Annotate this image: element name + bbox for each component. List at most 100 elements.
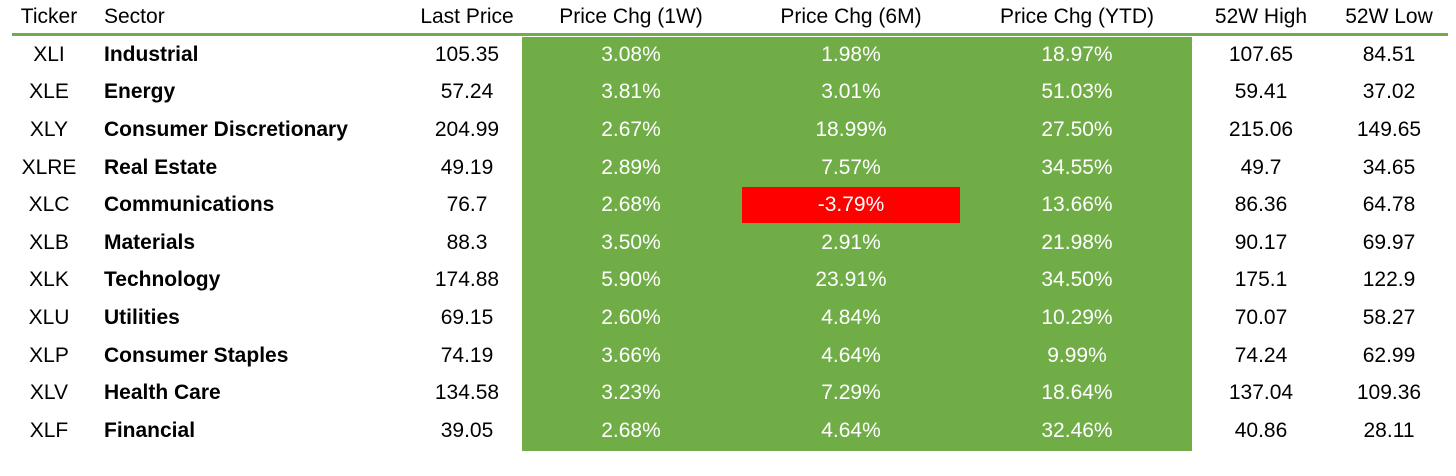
cell-price-chg-ytd: 18.64%: [1041, 381, 1113, 405]
cell-price-chg-6m: 3.01%: [821, 80, 881, 104]
cell-sector: Health Care: [104, 381, 221, 405]
cell-price-chg-1w: 5.90%: [601, 268, 661, 292]
header-price-chg-1w[interactable]: Price Chg (1W): [559, 4, 703, 28]
cell-sector: Communications: [104, 193, 275, 217]
header-52w-low[interactable]: 52W Low: [1345, 4, 1433, 28]
cell-price-chg-6m: 4.64%: [821, 418, 881, 442]
header-price-chg-6m[interactable]: Price Chg (6M): [780, 4, 922, 28]
cell-last-price: 69.15: [440, 305, 494, 329]
cell-52w-high: 175.1: [1234, 268, 1288, 292]
cell-52w-high: 90.17: [1234, 230, 1288, 254]
table-row[interactable]: XLK Technology 174.88 5.90% 23.91% 34.50% 175.…: [12, 262, 1448, 300]
cell-last-price: 49.19: [440, 155, 494, 179]
cell-sector: Utilities: [104, 305, 180, 329]
cell-sector: Energy: [104, 80, 176, 104]
cell-sector: Consumer Discretionary: [104, 117, 348, 141]
header-sector[interactable]: Sector: [104, 4, 165, 28]
cell-price-chg-ytd: 10.29%: [1041, 305, 1113, 329]
cell-sector: Technology: [104, 268, 221, 292]
cell-last-price: 174.88: [434, 268, 500, 292]
cell-last-price: 76.7: [446, 193, 488, 217]
cell-price-chg-6m: 7.57%: [821, 155, 881, 179]
positive-change-highlight: [522, 37, 1192, 451]
cell-ticker: XLU: [28, 305, 70, 329]
cell-52w-low: 64.78: [1362, 193, 1416, 217]
cell-sector: Real Estate: [104, 155, 218, 179]
cell-ticker: XLF: [29, 418, 69, 442]
table-header-row: Ticker Sector Last Price Price Chg (1W) …: [12, 0, 1448, 36]
cell-last-price: 204.99: [434, 117, 500, 141]
table-row[interactable]: XLF Financial 39.05 2.68% 4.64% 32.46% 40.86 28…: [12, 412, 1448, 450]
cell-ticker: XLB: [29, 230, 69, 254]
cell-price-chg-1w: 2.68%: [601, 418, 661, 442]
cell-52w-high: 74.24: [1234, 343, 1288, 367]
table-row[interactable]: XLB Materials 88.3 3.50% 2.91% 21.98% 90.17 69.…: [12, 224, 1448, 262]
cell-price-chg-ytd: 34.55%: [1041, 155, 1113, 179]
cell-ticker: XLI: [33, 42, 65, 66]
cell-price-chg-1w: 3.23%: [601, 381, 661, 405]
cell-last-price: 105.35: [434, 42, 500, 66]
negative-change-highlight: -3.79%: [742, 187, 960, 224]
cell-sector: Materials: [104, 230, 196, 254]
cell-price-chg-1w: 2.67%: [601, 117, 661, 141]
cell-price-chg-1w: 3.08%: [601, 42, 661, 66]
sector-performance-table: Ticker Sector Last Price Price Chg (1W) …: [12, 0, 1448, 450]
cell-price-chg-1w: 3.81%: [601, 80, 661, 104]
cell-price-chg-1w: 3.66%: [601, 343, 661, 367]
table-row[interactable]: XLU Utilities 69.15 2.60% 4.84% 10.29% 70.07 58…: [12, 299, 1448, 337]
cell-sector: Consumer Staples: [104, 343, 289, 367]
cell-52w-low: 58.27: [1362, 305, 1416, 329]
table-row[interactable]: XLP Consumer Staples 74.19 3.66% 4.64% 9.99% 7…: [12, 337, 1448, 375]
cell-last-price: 88.3: [446, 230, 488, 254]
table-row[interactable]: XLI Industrial 105.35 3.08% 1.98% 18.97% 107.6…: [12, 36, 1448, 74]
cell-price-chg-ytd: 34.50%: [1041, 268, 1113, 292]
cell-price-chg-6m: 2.91%: [821, 230, 881, 254]
cell-price-chg-ytd: 18.97%: [1041, 42, 1113, 66]
cell-price-chg-ytd: 51.03%: [1041, 80, 1113, 104]
cell-price-chg-6m: 23.91%: [815, 268, 887, 292]
table-body: XLI Industrial 105.35 3.08% 1.98% 18.97% 107.6…: [12, 36, 1448, 450]
cell-last-price: 74.19: [440, 343, 494, 367]
table-row[interactable]: XLRE Real Estate 49.19 2.89% 7.57% 34.55% 49.7…: [12, 149, 1448, 187]
table-row[interactable]: XLV Health Care 134.58 3.23% 7.29% 18.64% 137.…: [12, 374, 1448, 412]
header-last-price[interactable]: Last Price: [420, 4, 514, 28]
cell-52w-low: 37.02: [1362, 80, 1416, 104]
cell-52w-high: 40.86: [1234, 418, 1288, 442]
cell-price-chg-ytd: 27.50%: [1041, 117, 1113, 141]
cell-price-chg-1w: 2.68%: [601, 193, 661, 217]
table-row[interactable]: XLC Communications 76.7 2.68% -3.79% 13.66% 86…: [12, 186, 1448, 224]
cell-52w-low: 109.36: [1356, 381, 1422, 405]
cell-last-price: 39.05: [440, 418, 494, 442]
cell-ticker: XLY: [29, 117, 69, 141]
cell-price-chg-ytd: 21.98%: [1041, 230, 1113, 254]
cell-52w-low: 28.11: [1363, 418, 1415, 442]
cell-price-chg-ytd: 9.99%: [1047, 343, 1107, 367]
cell-52w-high: 215.06: [1228, 117, 1294, 141]
cell-52w-low: 149.65: [1356, 117, 1422, 141]
cell-price-chg-1w: 3.50%: [601, 230, 661, 254]
cell-52w-high: 137.04: [1228, 381, 1294, 405]
cell-price-chg-1w: 2.60%: [601, 305, 661, 329]
header-ticker[interactable]: Ticker: [20, 4, 78, 28]
cell-ticker: XLRE: [21, 155, 77, 179]
cell-price-chg-6m: 4.64%: [821, 343, 881, 367]
cell-sector: Financial: [104, 418, 196, 442]
table-row[interactable]: XLY Consumer Discretionary 204.99 2.67% 18.9…: [12, 111, 1448, 149]
cell-price-chg-6m: 1.98%: [821, 42, 881, 66]
cell-52w-low: 34.65: [1362, 155, 1416, 179]
header-52w-high[interactable]: 52W High: [1214, 4, 1308, 28]
cell-52w-high: 59.41: [1234, 80, 1288, 104]
cell-last-price: 134.58: [434, 381, 500, 405]
cell-last-price: 57.24: [440, 80, 494, 104]
cell-price-chg-6m: -3.79%: [740, 186, 962, 224]
header-price-chg-ytd[interactable]: Price Chg (YTD): [999, 4, 1155, 28]
cell-ticker: XLE: [29, 80, 69, 104]
cell-price-chg-ytd: 13.66%: [1041, 193, 1113, 217]
cell-ticker: XLV: [29, 381, 69, 405]
cell-price-chg-6m: 4.84%: [821, 305, 881, 329]
table-row[interactable]: XLE Energy 57.24 3.81% 3.01% 51.03% 59.41 37.02: [12, 74, 1448, 112]
cell-price-chg-ytd: 32.46%: [1041, 418, 1113, 442]
cell-ticker: XLK: [29, 268, 69, 292]
cell-52w-high: 49.7: [1240, 155, 1282, 179]
cell-price-chg-6m: 18.99%: [815, 117, 887, 141]
